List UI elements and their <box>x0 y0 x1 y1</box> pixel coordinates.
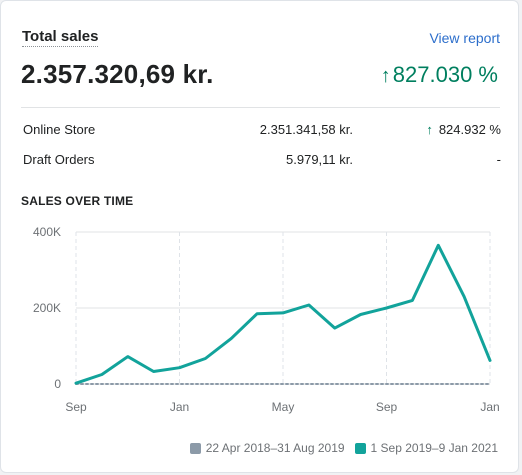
divider <box>21 107 500 108</box>
arrow-up-icon: ↑ <box>380 65 391 87</box>
row-amount: 5.979,11 kr. <box>286 152 353 167</box>
legend-item-current[interactable]: 1 Sep 2019–9 Jan 2021 <box>354 441 498 455</box>
card-title[interactable]: Total sales <box>22 28 99 47</box>
total-change-value: 827.030 % <box>392 62 498 87</box>
legend-label-previous: 22 Apr 2018–31 Aug 2019 <box>205 441 345 455</box>
arrow-up-icon: ↑ <box>426 122 433 137</box>
x-tick-label: Jan <box>170 400 189 414</box>
row-change-value: 824.932 % <box>438 122 501 137</box>
legend-swatch-previous <box>189 442 201 454</box>
total-change: ↑827.030 % <box>381 62 498 88</box>
legend-swatch-current <box>354 442 366 454</box>
row-label: Draft Orders <box>23 152 95 167</box>
y-tick-label: 400K <box>33 225 61 239</box>
total-sales-amount: 2.357.320,69 kr. <box>21 59 214 89</box>
x-tick-label: Sep <box>65 400 87 414</box>
breakdown-row-online-store: Online Store 2.351.341,58 kr. ↑ 824.932 % <box>23 122 501 140</box>
chart-legend: 22 Apr 2018–31 Aug 2019 1 Sep 2019–9 Jan… <box>180 441 498 455</box>
row-label: Online Store <box>23 122 96 137</box>
y-tick-label: 200K <box>33 301 61 315</box>
series-line-current <box>74 243 492 385</box>
x-tick-label: May <box>272 400 295 414</box>
view-report-link[interactable]: View report <box>429 30 500 46</box>
legend-item-previous[interactable]: 22 Apr 2018–31 Aug 2019 <box>189 441 345 455</box>
sales-over-time-chart[interactable]: 0 200K 400K Sep Jan May Sep Jan <box>1 216 520 421</box>
x-tick-label: Jan <box>480 400 499 414</box>
row-change: - <box>497 152 501 167</box>
row-change: ↑ 824.932 % <box>426 122 501 137</box>
row-change-value: - <box>496 152 501 167</box>
row-amount: 2.351.341,58 kr. <box>259 122 353 137</box>
y-tick-label: 0 <box>54 377 61 391</box>
legend-label-current: 1 Sep 2019–9 Jan 2021 <box>370 441 498 455</box>
breakdown-row-draft-orders: Draft Orders 5.979,11 kr. - <box>23 152 501 170</box>
x-tick-label: Sep <box>376 400 398 414</box>
chart-heading: SALES OVER TIME <box>21 194 134 208</box>
